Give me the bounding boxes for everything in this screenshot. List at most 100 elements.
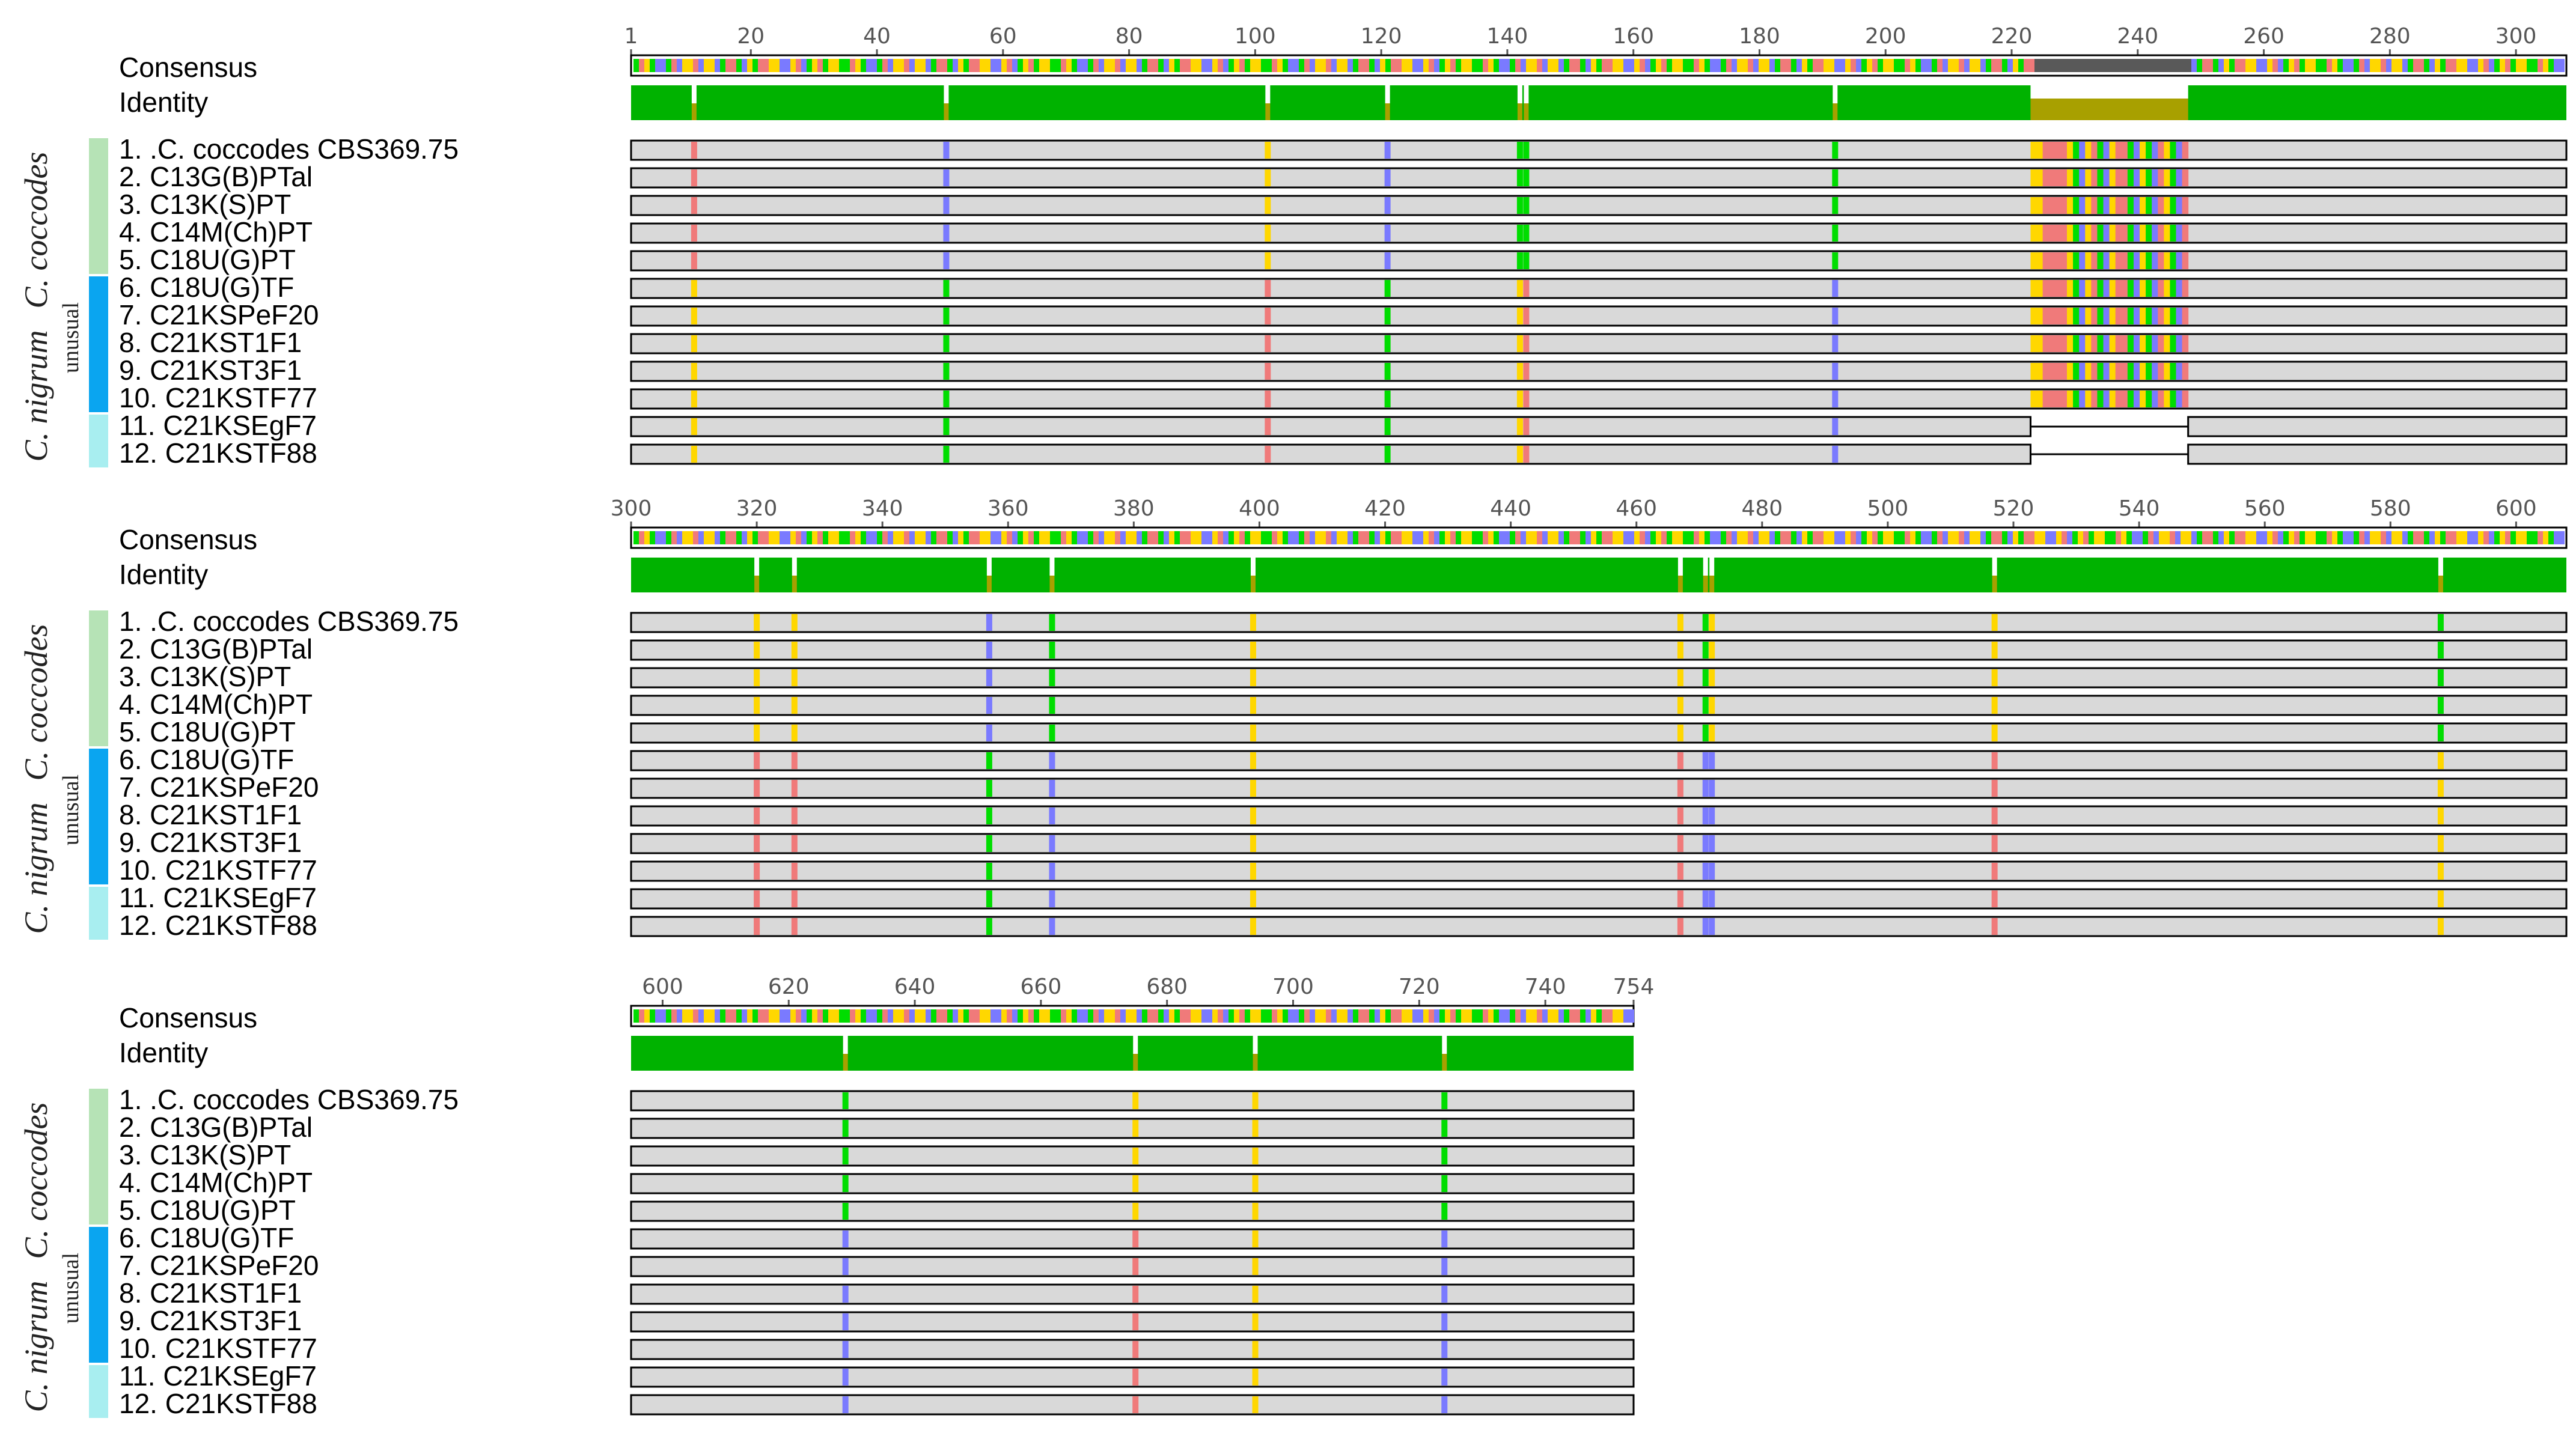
- identity-drop-base: [1133, 1054, 1138, 1071]
- consensus-column: [780, 59, 785, 72]
- consensus-column: [736, 59, 742, 72]
- consensus-column: [2181, 59, 2186, 72]
- consensus-column: [1780, 531, 1786, 544]
- variable-site-mark: [1441, 1313, 1448, 1330]
- consensus-column: [1239, 1009, 1245, 1023]
- insertion-base: [2042, 225, 2050, 242]
- consensus-column: [936, 1009, 942, 1023]
- consensus-column: [1467, 59, 1472, 72]
- insertion-base: [2146, 391, 2152, 407]
- consensus-column: [2321, 531, 2327, 544]
- variable-site-mark: [1677, 808, 1683, 824]
- variable-site-mark: [1132, 1369, 1139, 1386]
- insertion-base: [2103, 197, 2110, 214]
- consensus-column: [2521, 59, 2527, 72]
- insertion-base: [2152, 335, 2158, 352]
- consensus-column: [1531, 531, 1537, 544]
- consensus-column: [1737, 531, 1742, 544]
- consensus-column: [1082, 1009, 1088, 1023]
- sequence-label: 5. C18U(G)PT: [119, 244, 296, 275]
- consensus-column: [920, 531, 926, 544]
- variable-site-mark: [943, 142, 950, 159]
- insertion-base: [2066, 280, 2074, 297]
- variable-site-mark: [1516, 142, 1523, 159]
- consensus-column: [1082, 531, 1088, 544]
- consensus-column: [974, 59, 980, 72]
- variable-site-mark: [1677, 863, 1683, 880]
- consensus-column: [1402, 59, 1407, 72]
- consensus-column: [926, 1009, 931, 1023]
- variable-site-mark: [1250, 835, 1256, 852]
- consensus-column: [1537, 1009, 1542, 1023]
- insertion-base: [2146, 280, 2152, 297]
- sequence-label: 9. C21KST3F1: [119, 1305, 302, 1336]
- consensus-column: [2364, 59, 2370, 72]
- consensus-column: [1012, 59, 1018, 72]
- consensus-column: [2489, 59, 2494, 72]
- consensus-column: [1542, 1009, 1548, 1023]
- sequence-bar: [630, 222, 2568, 244]
- consensus-column: [1164, 1009, 1169, 1023]
- consensus-column: [2013, 59, 2018, 72]
- identity-drop: [1677, 558, 1683, 576]
- variable-site-mark: [1523, 363, 1530, 380]
- consensus-column: [1975, 531, 1980, 544]
- sequence-label: 2. C13G(B)PTal: [119, 633, 313, 665]
- consensus-column: [1645, 59, 1650, 72]
- consensus-column: [2375, 531, 2381, 544]
- insertion-base: [2085, 225, 2092, 242]
- consensus-column: [1591, 1009, 1596, 1023]
- consensus-column: [1450, 531, 1456, 544]
- variable-site-mark: [1709, 614, 1715, 631]
- insertion-base: [2066, 197, 2074, 214]
- ruler-tick-label: 20: [737, 24, 765, 49]
- insertion-base: [2048, 335, 2056, 352]
- consensus-column: [1953, 59, 1959, 72]
- insertion-base: [2109, 335, 2116, 352]
- consensus-column: [2072, 59, 2078, 72]
- consensus-column: [1699, 531, 1705, 544]
- insertion-base: [2042, 280, 2050, 297]
- consensus-column: [1418, 59, 1423, 72]
- consensus-column: [888, 59, 893, 72]
- insertion-base: [2030, 197, 2037, 214]
- consensus-column: [1715, 531, 1721, 544]
- consensus-column: [1932, 531, 1937, 544]
- variable-site-mark: [1832, 225, 1839, 242]
- consensus-column: [1137, 1009, 1142, 1023]
- insertion-base: [2127, 308, 2134, 324]
- insertion-base: [2170, 308, 2177, 324]
- consensus-column: [1299, 59, 1304, 72]
- sequence-bar: [630, 167, 2568, 189]
- insertion-base: [2060, 252, 2068, 269]
- consensus-column: [1066, 1009, 1072, 1023]
- consensus-column: [1256, 59, 1261, 72]
- consensus-column: [1970, 531, 1975, 544]
- variable-site-mark: [1523, 391, 1530, 407]
- consensus-column: [2229, 59, 2235, 72]
- consensus-column: [2294, 59, 2300, 72]
- consensus-column: [2462, 531, 2467, 544]
- consensus-column: [1813, 531, 1818, 544]
- consensus-column: [969, 1009, 974, 1023]
- consensus-column: [1358, 531, 1364, 544]
- consensus-column: [1115, 1009, 1120, 1023]
- consensus-column: [2500, 531, 2505, 544]
- identity-bar: [631, 1036, 1634, 1071]
- consensus-column: [2002, 59, 2007, 72]
- ruler-tick-label: 400: [1239, 496, 1280, 521]
- variable-site-mark: [842, 1286, 849, 1303]
- consensus-column: [2527, 531, 2532, 544]
- variable-site-mark: [1991, 669, 1998, 686]
- consensus-column: [1250, 531, 1256, 544]
- variable-site-mark: [1523, 252, 1530, 269]
- variable-site-mark: [842, 1092, 849, 1109]
- consensus-column: [2446, 531, 2451, 544]
- variable-site-mark: [1832, 142, 1839, 159]
- ruler-tick-label: 320: [736, 496, 778, 521]
- consensus-column: [2148, 531, 2153, 544]
- consensus-column: [725, 1009, 731, 1023]
- insertion-base: [2152, 197, 2158, 214]
- consensus-column: [2267, 59, 2272, 72]
- insertion-base: [2073, 252, 2080, 269]
